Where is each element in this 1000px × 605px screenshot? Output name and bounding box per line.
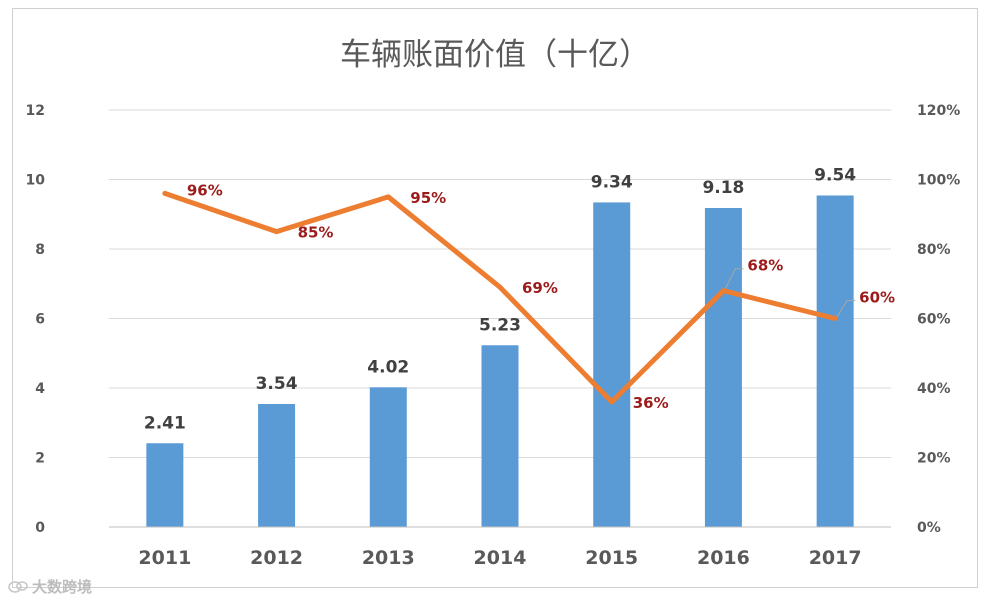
y-right-tick-label: 80% [917,242,951,258]
ratio-point [832,316,838,321]
x-tick-label: 2015 [585,547,638,569]
bar-2011 [146,443,184,527]
bar-2014 [481,345,519,527]
bar-2013 [369,387,407,527]
bar-2017 [816,195,854,528]
y-left-tick-label: 0 [35,520,45,536]
x-tick-label: 2012 [250,547,303,569]
y-left-tick-label: 6 [35,312,45,328]
ratio-point [274,229,280,235]
x-tick-label: 2013 [362,547,415,569]
ratio-point [162,190,168,196]
bar-value-label: 3.54 [256,374,298,394]
ratio-point [720,288,726,294]
bar-2016 [704,207,742,527]
ratio-value-label: 85% [298,224,334,242]
bar-2012 [258,403,296,527]
x-tick-label: 2014 [474,547,527,569]
ratio-point [385,194,391,200]
ratio-point [609,399,615,405]
x-tick-label: 2016 [697,547,750,569]
bar-value-label: 9.18 [702,178,744,198]
combo-chart: 车辆账面价值（十亿）0246810120%20%40%60%80%100%120… [26,37,961,569]
ratio-value-label: 36% [633,394,669,412]
x-tick-label: 2011 [138,547,191,569]
label-leader-line [724,268,744,289]
watermark-logo-icon [8,580,28,593]
x-tick-label: 2017 [809,547,862,569]
y-right-tick-label: 120% [917,103,960,119]
ratio-value-label: 60% [859,289,895,307]
chart-title: 车辆账面价值（十亿） [340,37,650,73]
chart-container: 车辆账面价值（十亿） 0 2 4 6 8 10 12 0% 20% 40% 60% 80% 100% 120… [12,8,978,588]
bar-value-label: 5.23 [479,315,521,335]
y-right-tick-label: 100% [917,173,960,189]
bar-2015 [593,202,631,527]
bar-value-label: 9.34 [591,172,633,192]
ratio-point [497,284,503,290]
y-right-tick-label: 40% [917,381,951,397]
ratio-value-label: 69% [522,279,558,297]
watermark: 大数跨境 [8,576,92,597]
y-right-tick-label: 20% [917,451,951,467]
bar-value-label: 2.41 [144,413,186,433]
ratio-value-label: 96% [187,181,223,199]
bar-value-label: 4.02 [367,357,409,377]
y-left-tick-label: 12 [26,103,45,119]
y-left-tick-label: 10 [26,173,46,189]
y-right-tick-label: 60% [917,312,951,328]
watermark-text: 大数跨境 [32,578,93,596]
label-leader-line [836,300,856,317]
y-right-tick-label: 0% [917,520,941,536]
ratio-value-label: 68% [747,257,783,275]
y-left-tick-label: 4 [35,381,45,397]
ratio-value-label: 95% [410,189,446,207]
y-left-tick-label: 8 [35,242,45,258]
y-left-tick-label: 2 [35,451,45,467]
bar-value-label: 9.54 [814,165,856,185]
